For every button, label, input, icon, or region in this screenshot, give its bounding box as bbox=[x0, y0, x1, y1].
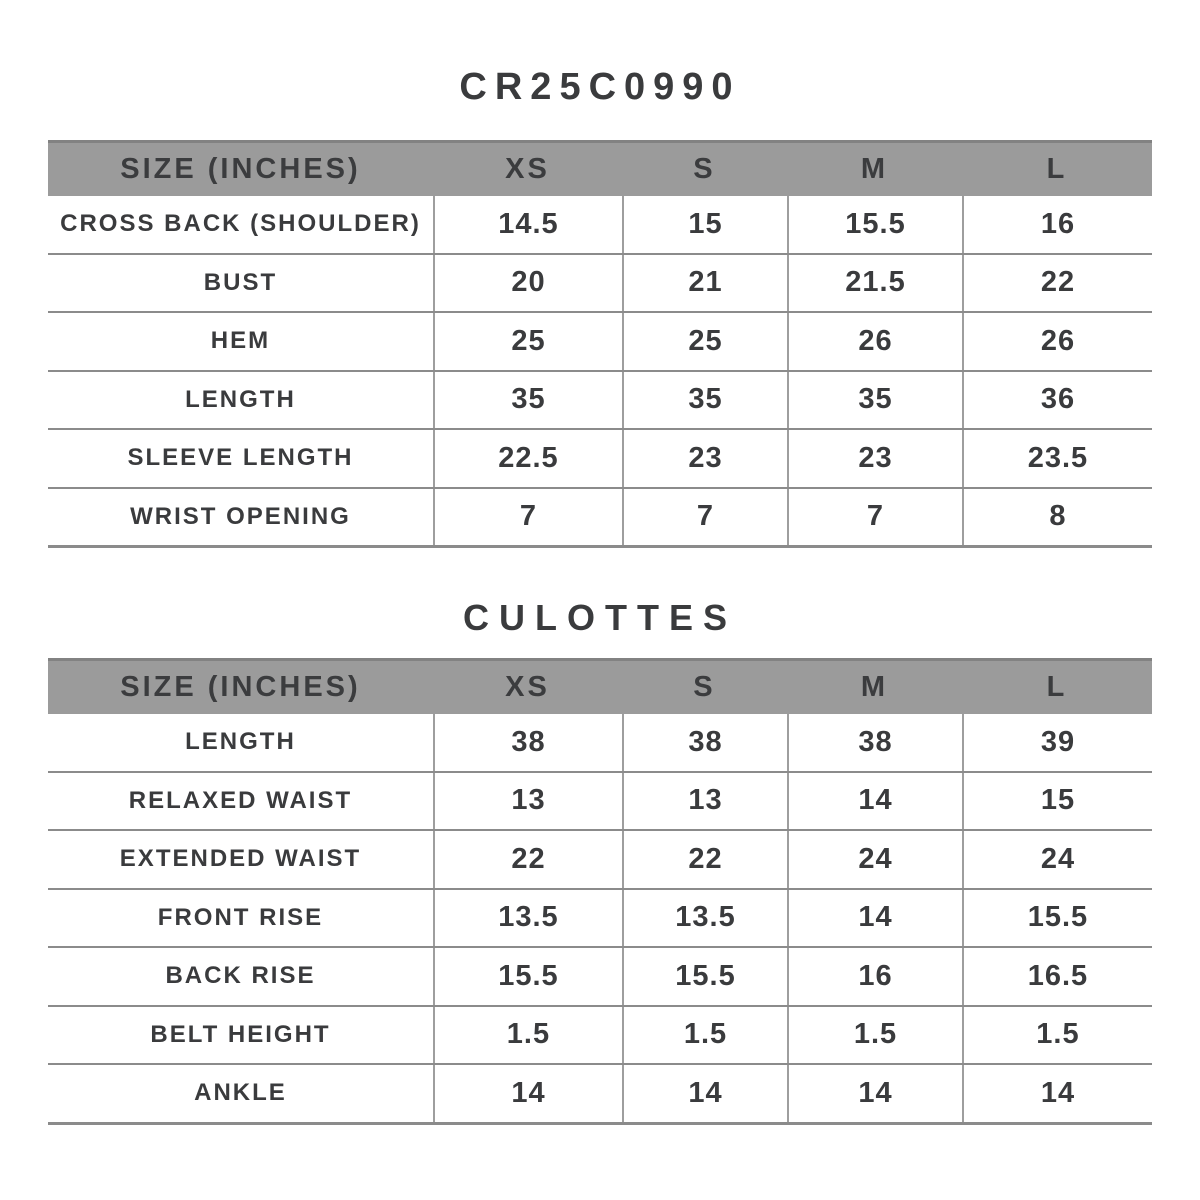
row-label: EXTENDED WAIST bbox=[119, 845, 362, 873]
size-value: 23.5 bbox=[961, 430, 1152, 487]
row-label: LENGTH bbox=[185, 728, 296, 756]
column-header-size-inches: SIZE (INCHES) bbox=[120, 671, 361, 703]
size-value: 14 bbox=[432, 1065, 622, 1122]
size-value: 15.5 bbox=[787, 196, 962, 253]
size-value: 14 bbox=[787, 1065, 962, 1122]
row-label: LENGTH bbox=[185, 385, 296, 413]
column-header-s: S bbox=[693, 153, 716, 185]
column-header-m: M bbox=[860, 671, 889, 703]
size-value: 21 bbox=[621, 254, 787, 311]
table-header-row: SIZE (INCHES) XS S M L bbox=[48, 140, 1152, 196]
size-value: 16 bbox=[961, 196, 1152, 253]
section-title-culottes: CULOTTES bbox=[463, 597, 737, 638]
size-value: 35 bbox=[621, 371, 787, 428]
size-value: 39 bbox=[961, 714, 1152, 771]
size-value: 1.5 bbox=[787, 1006, 962, 1063]
size-value: 35 bbox=[787, 371, 962, 428]
size-value: 38 bbox=[621, 714, 787, 771]
size-value: 38 bbox=[787, 714, 962, 771]
row-label: BACK RISE bbox=[165, 962, 316, 990]
table-row-wrist-opening: WRIST OPENING 7 7 7 8 bbox=[48, 488, 1152, 547]
size-value: 13 bbox=[621, 772, 787, 829]
size-value: 22 bbox=[961, 254, 1152, 311]
size-value: 1.5 bbox=[621, 1006, 787, 1063]
column-header-s: S bbox=[693, 671, 716, 703]
column-header-l: L bbox=[1046, 153, 1068, 185]
page-title: CR25C0990 bbox=[459, 66, 741, 108]
size-value: 26 bbox=[961, 313, 1152, 370]
size-value: 25 bbox=[621, 313, 787, 370]
column-header-m: M bbox=[860, 153, 889, 185]
row-label: CROSS BACK (SHOULDER) bbox=[60, 210, 421, 238]
size-value: 24 bbox=[787, 831, 962, 888]
row-label: RELAXED WAIST bbox=[128, 786, 353, 814]
size-value: 7 bbox=[432, 488, 622, 545]
size-value: 16 bbox=[787, 948, 962, 1005]
size-value: 20 bbox=[432, 254, 622, 311]
column-header-size-inches: SIZE (INCHES) bbox=[120, 153, 361, 185]
size-value: 21.5 bbox=[787, 254, 962, 311]
row-label: ANKLE bbox=[194, 1079, 287, 1107]
size-table-top: SIZE (INCHES) XS S M L CROSS BACK (SHOUL… bbox=[48, 140, 1152, 548]
row-label: WRIST OPENING bbox=[130, 502, 351, 530]
size-value: 15 bbox=[621, 196, 787, 253]
table-row-cross-back: CROSS BACK (SHOULDER) 14.5 15 15.5 16 bbox=[48, 196, 1152, 255]
size-value: 7 bbox=[621, 488, 787, 545]
table-row-back-rise: BACK RISE 15.5 15.5 16 16.5 bbox=[48, 948, 1152, 1007]
size-value: 13.5 bbox=[621, 889, 787, 946]
table-row-extended-waist: EXTENDED WAIST 22 22 24 24 bbox=[48, 831, 1152, 890]
size-value: 22.5 bbox=[432, 430, 622, 487]
size-value: 16.5 bbox=[961, 948, 1152, 1005]
size-value: 24 bbox=[961, 831, 1152, 888]
column-header-xs: XS bbox=[505, 671, 550, 703]
size-value: 15 bbox=[961, 772, 1152, 829]
table-row-relaxed-waist: RELAXED WAIST 13 13 14 15 bbox=[48, 772, 1152, 831]
table-row-ankle: ANKLE 14 14 14 14 bbox=[48, 1065, 1152, 1124]
size-value: 1.5 bbox=[961, 1006, 1152, 1063]
table-row-length: LENGTH 38 38 38 39 bbox=[48, 714, 1152, 773]
size-value: 38 bbox=[432, 714, 622, 771]
row-label: FRONT RISE bbox=[157, 903, 324, 931]
row-label: BUST bbox=[203, 268, 278, 296]
table-row-length: LENGTH 35 35 35 36 bbox=[48, 371, 1152, 430]
column-header-l: L bbox=[1046, 671, 1068, 703]
size-value: 14 bbox=[621, 1065, 787, 1122]
size-value: 7 bbox=[787, 488, 962, 545]
size-value: 15.5 bbox=[432, 948, 622, 1005]
size-value: 22 bbox=[432, 831, 622, 888]
row-label: HEM bbox=[210, 327, 271, 355]
size-value: 15.5 bbox=[961, 889, 1152, 946]
size-value: 13 bbox=[432, 772, 622, 829]
table-row-bust: BUST 20 21 21.5 22 bbox=[48, 254, 1152, 313]
row-label: BELT HEIGHT bbox=[150, 1020, 331, 1048]
table-row-front-rise: FRONT RISE 13.5 13.5 14 15.5 bbox=[48, 889, 1152, 948]
size-value: 23 bbox=[621, 430, 787, 487]
size-value: 13.5 bbox=[432, 889, 622, 946]
table-header-row: SIZE (INCHES) XS S M L bbox=[48, 658, 1152, 714]
size-value: 14 bbox=[787, 772, 962, 829]
size-value: 15.5 bbox=[621, 948, 787, 1005]
row-label: SLEEVE LENGTH bbox=[127, 444, 354, 472]
table-row-hem: HEM 25 25 26 26 bbox=[48, 313, 1152, 372]
size-value: 22 bbox=[621, 831, 787, 888]
column-header-xs: XS bbox=[505, 153, 550, 185]
size-value: 8 bbox=[961, 488, 1152, 545]
size-table-culottes: SIZE (INCHES) XS S M L LENGTH 38 38 38 3… bbox=[48, 658, 1152, 1125]
table-row-belt-height: BELT HEIGHT 1.5 1.5 1.5 1.5 bbox=[48, 1006, 1152, 1065]
size-value: 23 bbox=[787, 430, 962, 487]
size-value: 36 bbox=[961, 371, 1152, 428]
table-row-sleeve-length: SLEEVE LENGTH 22.5 23 23 23.5 bbox=[48, 430, 1152, 489]
size-value: 1.5 bbox=[432, 1006, 622, 1063]
size-value: 14 bbox=[787, 889, 962, 946]
size-value: 35 bbox=[432, 371, 622, 428]
size-value: 14 bbox=[961, 1065, 1152, 1122]
size-value: 26 bbox=[787, 313, 962, 370]
size-value: 25 bbox=[432, 313, 622, 370]
size-value: 14.5 bbox=[432, 196, 622, 253]
